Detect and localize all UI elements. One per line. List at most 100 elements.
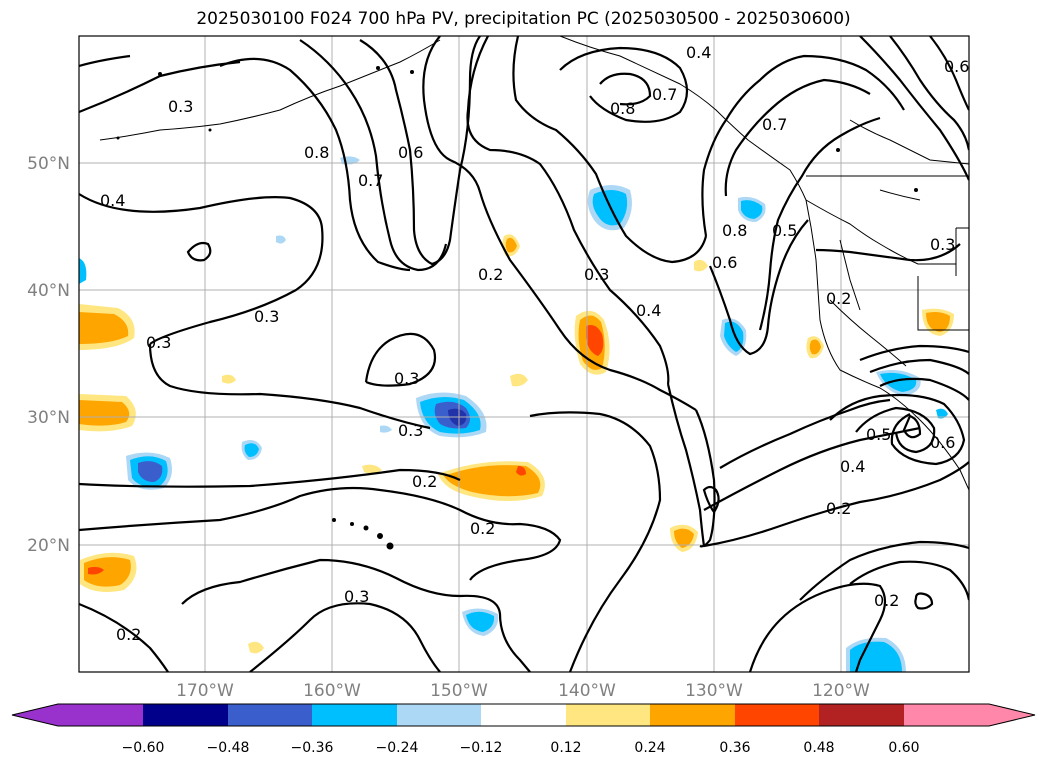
- lon-label: 120°W: [812, 681, 870, 701]
- contour-label: 0.2: [412, 472, 437, 491]
- contour-label: 0.2: [470, 519, 495, 538]
- precip-blob: [510, 373, 528, 387]
- precip-blob: [241, 440, 262, 460]
- colorbar-tick-label: 0.24: [634, 740, 665, 756]
- contour-label: 0.6: [712, 253, 737, 272]
- latitude-axis: 50°N 40°N 30°N 20°N: [27, 154, 70, 556]
- precip-blob: [502, 234, 520, 257]
- colorbar-segment: [566, 704, 650, 726]
- lat-label: 40°N: [27, 281, 70, 301]
- contour-label: 0.4: [100, 191, 125, 210]
- colorbar-segment: [650, 704, 735, 726]
- lat-label: 30°N: [27, 408, 70, 428]
- contour-label: 0.8: [304, 143, 329, 162]
- lat-label: 20°N: [27, 536, 70, 556]
- contour-label: 0.3: [930, 235, 955, 254]
- colorbar-tick-label: −0.48: [207, 740, 250, 756]
- colorbar-segment: [397, 704, 481, 726]
- contour-label: 0.8: [722, 221, 747, 240]
- colorbar-tick-label: 0.12: [550, 740, 581, 756]
- colorbar-tick-label: 0.48: [803, 740, 834, 756]
- islands: [116, 66, 918, 550]
- coastlines: [99, 36, 969, 491]
- contour-label: 0.7: [652, 85, 677, 104]
- precip-blob: [79, 304, 135, 350]
- contour-label: 0.4: [686, 43, 711, 62]
- colorbar-ticks: −0.60 −0.48 −0.36 −0.24 −0.12 0.12 0.24 …: [122, 740, 920, 756]
- colorbar-tick-label: 0.60: [888, 740, 919, 756]
- contour-label: 0.3: [344, 587, 369, 606]
- contour-label: 0.6: [930, 433, 955, 452]
- map-content: 0.3 0.8 0.7 0.6 0.4 0.2 0.3 0.8 0.7 0.7 …: [79, 36, 969, 672]
- colorbar: −0.60 −0.48 −0.36 −0.24 −0.12 0.12 0.24 …: [11, 703, 1036, 756]
- contour-label: 0.6: [944, 57, 969, 76]
- contour-labels: 0.3 0.8 0.7 0.6 0.4 0.2 0.3 0.8 0.7 0.7 …: [100, 43, 969, 644]
- map-frame: [78, 35, 970, 673]
- precip-blob: [416, 392, 487, 438]
- precip-blob: [876, 370, 921, 396]
- colorbar-segment: [819, 704, 904, 726]
- contour-label: 0.7: [358, 171, 383, 190]
- colorbar-tick-label: −0.60: [122, 740, 165, 756]
- contour-label: 0.2: [826, 289, 851, 308]
- contour-label: 0.2: [478, 265, 503, 284]
- contour-label: 0.5: [866, 425, 891, 444]
- contour-label: 0.3: [584, 265, 609, 284]
- lon-label: 150°W: [430, 681, 488, 701]
- colorbar-segment: [58, 704, 143, 726]
- contour-label: 0.2: [116, 625, 141, 644]
- colorbar-segment: [989, 704, 1035, 726]
- precip-blob: [936, 408, 948, 419]
- colorbar-segment: [481, 704, 566, 726]
- precip-blob: [438, 461, 545, 501]
- precip-blob: [79, 258, 87, 284]
- map-title: 2025030100 F024 700 hPa PV, precipitatio…: [196, 9, 851, 29]
- colorbar-tick-label: −0.12: [460, 740, 503, 756]
- map-panel: [79, 36, 969, 672]
- contour-label: 0.3: [254, 307, 279, 326]
- precip-blob: [276, 235, 286, 244]
- lon-label: 170°W: [176, 681, 234, 701]
- precip-blob: [80, 552, 137, 592]
- contour-label: 0.3: [146, 333, 171, 352]
- precipitation-shading: [79, 156, 954, 672]
- colorbar-tick-label: −0.36: [291, 740, 334, 756]
- colorbar-segment: [228, 704, 312, 726]
- lat-label: 50°N: [27, 154, 70, 174]
- colorbar-segment: [143, 704, 228, 726]
- lon-label: 160°W: [303, 681, 361, 701]
- contour-label: 0.3: [168, 97, 193, 116]
- precip-blob: [922, 308, 954, 336]
- contour-label: 0.6: [398, 143, 423, 162]
- precip-blob: [846, 637, 906, 672]
- pv-contours: [79, 36, 969, 672]
- precip-blob: [694, 259, 708, 272]
- contour-label: 0.2: [826, 499, 851, 518]
- precip-blob: [222, 374, 236, 384]
- precip-blob: [462, 608, 499, 636]
- precip-blob: [79, 394, 136, 432]
- contour-label: 0.5: [772, 221, 797, 240]
- colorbar-segment: [12, 704, 58, 726]
- contour-label: 0.2: [874, 591, 899, 610]
- colorbar-tick-label: 0.36: [719, 740, 750, 756]
- contour-label: 0.3: [398, 421, 423, 440]
- gridlines: [79, 36, 969, 672]
- colorbar-segment: [312, 704, 397, 726]
- lon-label: 130°W: [685, 681, 743, 701]
- precip-blob: [380, 425, 392, 433]
- precip-blob: [248, 641, 264, 654]
- contour-label: 0.4: [636, 301, 661, 320]
- contour-label: 0.3: [394, 369, 419, 388]
- longitude-axis: 170°W 160°W 150°W 140°W 130°W 120°W: [176, 681, 870, 701]
- precip-blob: [738, 196, 766, 222]
- colorbar-outline: [11, 703, 1036, 727]
- colorbar-segment: [904, 704, 989, 726]
- colorbar-segment: [735, 704, 819, 726]
- precip-blob: [720, 318, 747, 356]
- lon-label: 140°W: [558, 681, 616, 701]
- contour-label: 0.7: [762, 115, 787, 134]
- contour-label: 0.4: [840, 457, 865, 476]
- precip-blob: [362, 464, 382, 474]
